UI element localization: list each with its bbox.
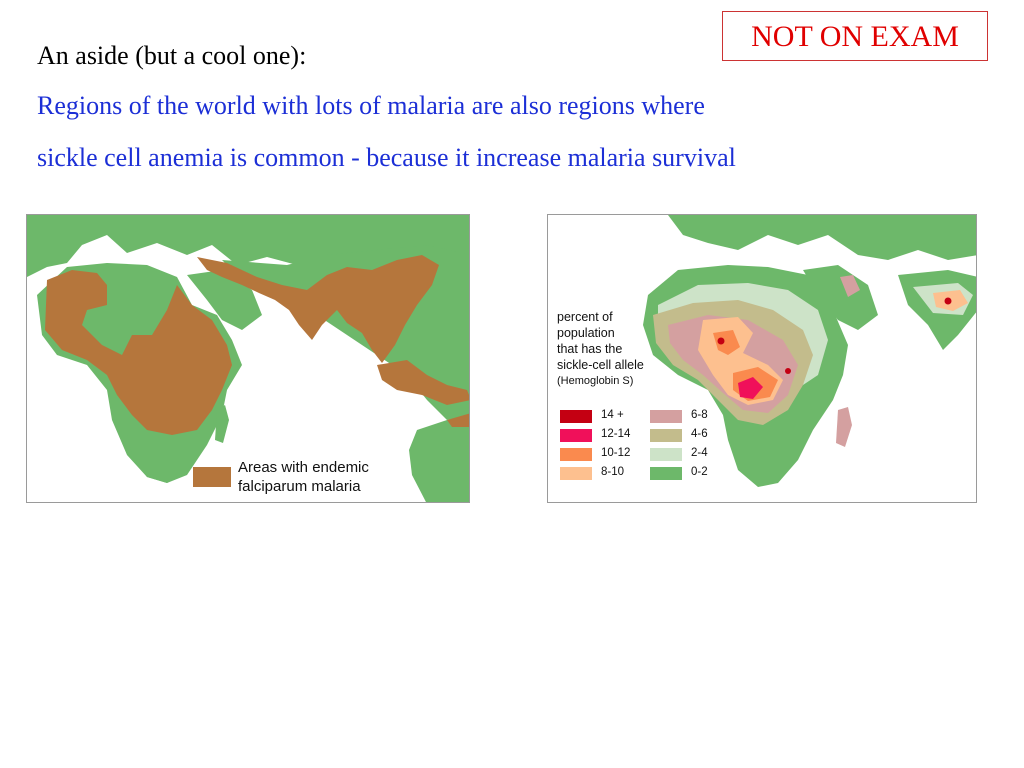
- madagascar: [215, 405, 229, 443]
- islands-malaria: [377, 360, 469, 405]
- malaria-map: Areas with endemic falciparum malaria: [26, 214, 470, 503]
- zone-10-12: [713, 330, 740, 355]
- legend-swatch: [560, 429, 592, 442]
- legend-swatch: [650, 410, 682, 423]
- malaria-legend-label: Areas with endemic falciparum malaria: [238, 458, 369, 496]
- europe-land: [668, 215, 976, 260]
- intro-heading: An aside (but a cool one):: [37, 41, 307, 70]
- legend-label: 4-6: [691, 428, 708, 440]
- legend-label: 8-10: [601, 466, 625, 478]
- zone-14plus-b: [785, 368, 791, 374]
- legend-swatch: [650, 429, 682, 442]
- legend-label: 12-14: [601, 428, 631, 440]
- caption-line-2: population: [557, 326, 615, 340]
- madagascar: [836, 407, 852, 447]
- arabia-zone: [840, 275, 860, 297]
- body-line-1: Regions of the world with lots of malari…: [37, 91, 705, 120]
- legend-swatch: [560, 467, 592, 480]
- not-on-exam-badge: NOT ON EXAM: [722, 11, 988, 61]
- legend-label: 6-8: [691, 409, 708, 421]
- sickle-cell-map-graphic: [548, 215, 976, 502]
- europe-land: [27, 215, 469, 277]
- legend-swatch: [650, 467, 682, 480]
- legend-swatch: [560, 410, 592, 423]
- caption-sub: (Hemoglobin S): [557, 375, 634, 387]
- sickle-cell-map: percent of population that has the sickl…: [547, 214, 977, 503]
- caption-line-1: percent of: [557, 310, 613, 324]
- zone-14plus-a: [717, 337, 725, 345]
- legend-label: 14 +: [601, 409, 624, 421]
- australia-malaria: [447, 413, 469, 427]
- arabia-land: [803, 265, 878, 330]
- southern-africa: [127, 433, 199, 483]
- malaria-legend-swatch: [193, 467, 231, 487]
- malaria-map-graphic: [27, 215, 469, 502]
- legend-label: 2-4: [691, 447, 708, 459]
- australia: [409, 420, 469, 502]
- body-line-2: sickle cell anemia is common - because i…: [37, 143, 736, 172]
- zone-12-14: [738, 377, 763, 399]
- caption-line-3: that has the: [557, 342, 623, 356]
- legend-swatch: [560, 448, 592, 461]
- africa-malaria: [45, 270, 232, 435]
- asia-malaria: [197, 255, 439, 363]
- caption-line-4: sickle-cell allele: [557, 358, 644, 372]
- malaria-legend-line-2: falciparum malaria: [238, 478, 361, 495]
- legend-swatch: [650, 448, 682, 461]
- malaria-legend-line-1: Areas with endemic: [238, 459, 369, 476]
- sickle-cell-caption: percent of population that has the sickl…: [557, 309, 644, 389]
- legend-label: 0-2: [691, 466, 708, 478]
- legend-label: 10-12: [601, 447, 631, 459]
- india-14plus: [944, 297, 952, 305]
